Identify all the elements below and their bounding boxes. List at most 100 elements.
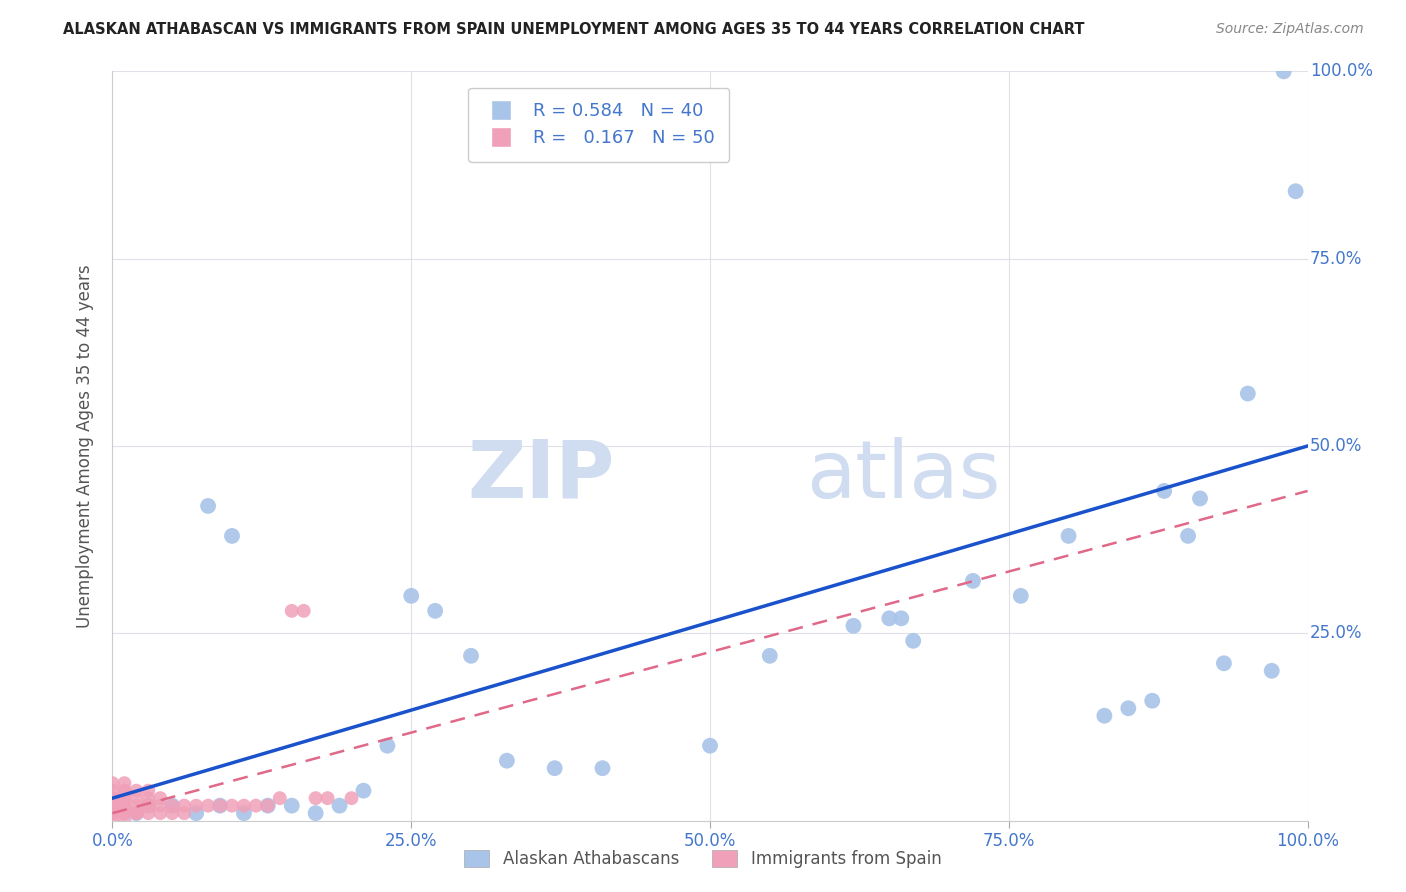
Point (101, 806, 124, 821)
Point (281, 604, 304, 618)
Point (352, 783, 374, 797)
Point (1153, 483, 1175, 498)
Point (543, 761, 565, 775)
Point (101, 791, 124, 805)
Point (125, 806, 148, 821)
Text: 50.0%: 50.0% (1310, 437, 1362, 455)
Point (221, 798, 243, 813)
Point (1094, 708, 1116, 723)
Point (1189, 491, 1212, 506)
Point (138, 798, 160, 813)
Point (1010, 589, 1032, 603)
Text: atlas: atlas (806, 437, 1000, 515)
Point (149, 798, 172, 813)
Point (101, 791, 124, 805)
Point (114, 806, 135, 821)
Point (125, 791, 148, 805)
Point (699, 739, 721, 753)
Point (1118, 701, 1140, 715)
Point (425, 604, 447, 618)
Point (759, 648, 782, 663)
Text: 25.0%: 25.0% (1310, 624, 1362, 642)
Y-axis label: Unemployment Among Ages 35 to 44 years: Unemployment Among Ages 35 to 44 years (76, 264, 94, 628)
Point (233, 806, 256, 821)
Point (162, 798, 183, 813)
Point (125, 783, 148, 797)
Text: 100.0%: 100.0% (1310, 62, 1374, 80)
Point (257, 798, 280, 813)
Point (101, 814, 124, 828)
Point (114, 798, 135, 813)
Point (340, 791, 363, 805)
Point (233, 798, 256, 813)
Point (245, 798, 267, 813)
Point (842, 619, 865, 633)
Point (1272, 64, 1295, 78)
Point (903, 633, 925, 648)
Point (1261, 664, 1284, 678)
Point (149, 806, 172, 821)
Point (101, 783, 124, 797)
Point (101, 806, 124, 821)
Point (1213, 657, 1236, 671)
Point (162, 806, 183, 821)
Point (269, 791, 291, 805)
Legend: R = 0.584   N = 40, R =   0.167   N = 50: R = 0.584 N = 40, R = 0.167 N = 50 (468, 88, 730, 161)
Point (1057, 529, 1080, 543)
Point (281, 798, 304, 813)
Point (114, 798, 135, 813)
Point (329, 798, 352, 813)
Point (401, 589, 423, 603)
Point (173, 798, 195, 813)
Point (125, 806, 148, 821)
Point (592, 761, 614, 775)
Point (209, 798, 232, 813)
Point (186, 806, 208, 821)
Point (197, 499, 219, 513)
Point (114, 776, 135, 790)
Point (1285, 184, 1308, 198)
Text: 75.0%: 75.0% (1310, 250, 1362, 268)
Point (138, 783, 160, 797)
Point (1237, 386, 1260, 401)
Text: ZIP: ZIP (467, 437, 614, 515)
Point (114, 814, 135, 828)
Point (101, 798, 124, 813)
Point (496, 754, 519, 768)
Point (114, 791, 135, 805)
Point (460, 648, 482, 663)
Point (162, 798, 183, 813)
Point (962, 574, 984, 588)
Point (186, 798, 208, 813)
Point (114, 806, 135, 821)
Point (125, 798, 148, 813)
Point (305, 791, 328, 805)
Point (173, 806, 195, 821)
Point (377, 739, 399, 753)
Point (101, 798, 124, 813)
Point (209, 798, 232, 813)
Text: Source: ZipAtlas.com: Source: ZipAtlas.com (1216, 22, 1364, 37)
Legend: Alaskan Athabascans, Immigrants from Spain: Alaskan Athabascans, Immigrants from Spa… (458, 843, 948, 875)
Point (292, 604, 315, 618)
Point (316, 791, 339, 805)
Point (890, 611, 912, 625)
Point (114, 791, 135, 805)
Point (138, 806, 160, 821)
Point (114, 783, 135, 797)
Point (114, 783, 135, 797)
Text: ALASKAN ATHABASCAN VS IMMIGRANTS FROM SPAIN UNEMPLOYMENT AMONG AGES 35 TO 44 YEA: ALASKAN ATHABASCAN VS IMMIGRANTS FROM SP… (63, 22, 1085, 37)
Point (221, 529, 243, 543)
Point (125, 806, 148, 821)
Point (879, 611, 901, 625)
Point (257, 798, 280, 813)
Point (305, 806, 328, 821)
Point (138, 798, 160, 813)
Point (138, 798, 160, 813)
Point (149, 791, 172, 805)
Point (138, 791, 160, 805)
Point (101, 776, 124, 790)
Point (1177, 529, 1199, 543)
Point (197, 798, 219, 813)
Point (101, 798, 124, 813)
